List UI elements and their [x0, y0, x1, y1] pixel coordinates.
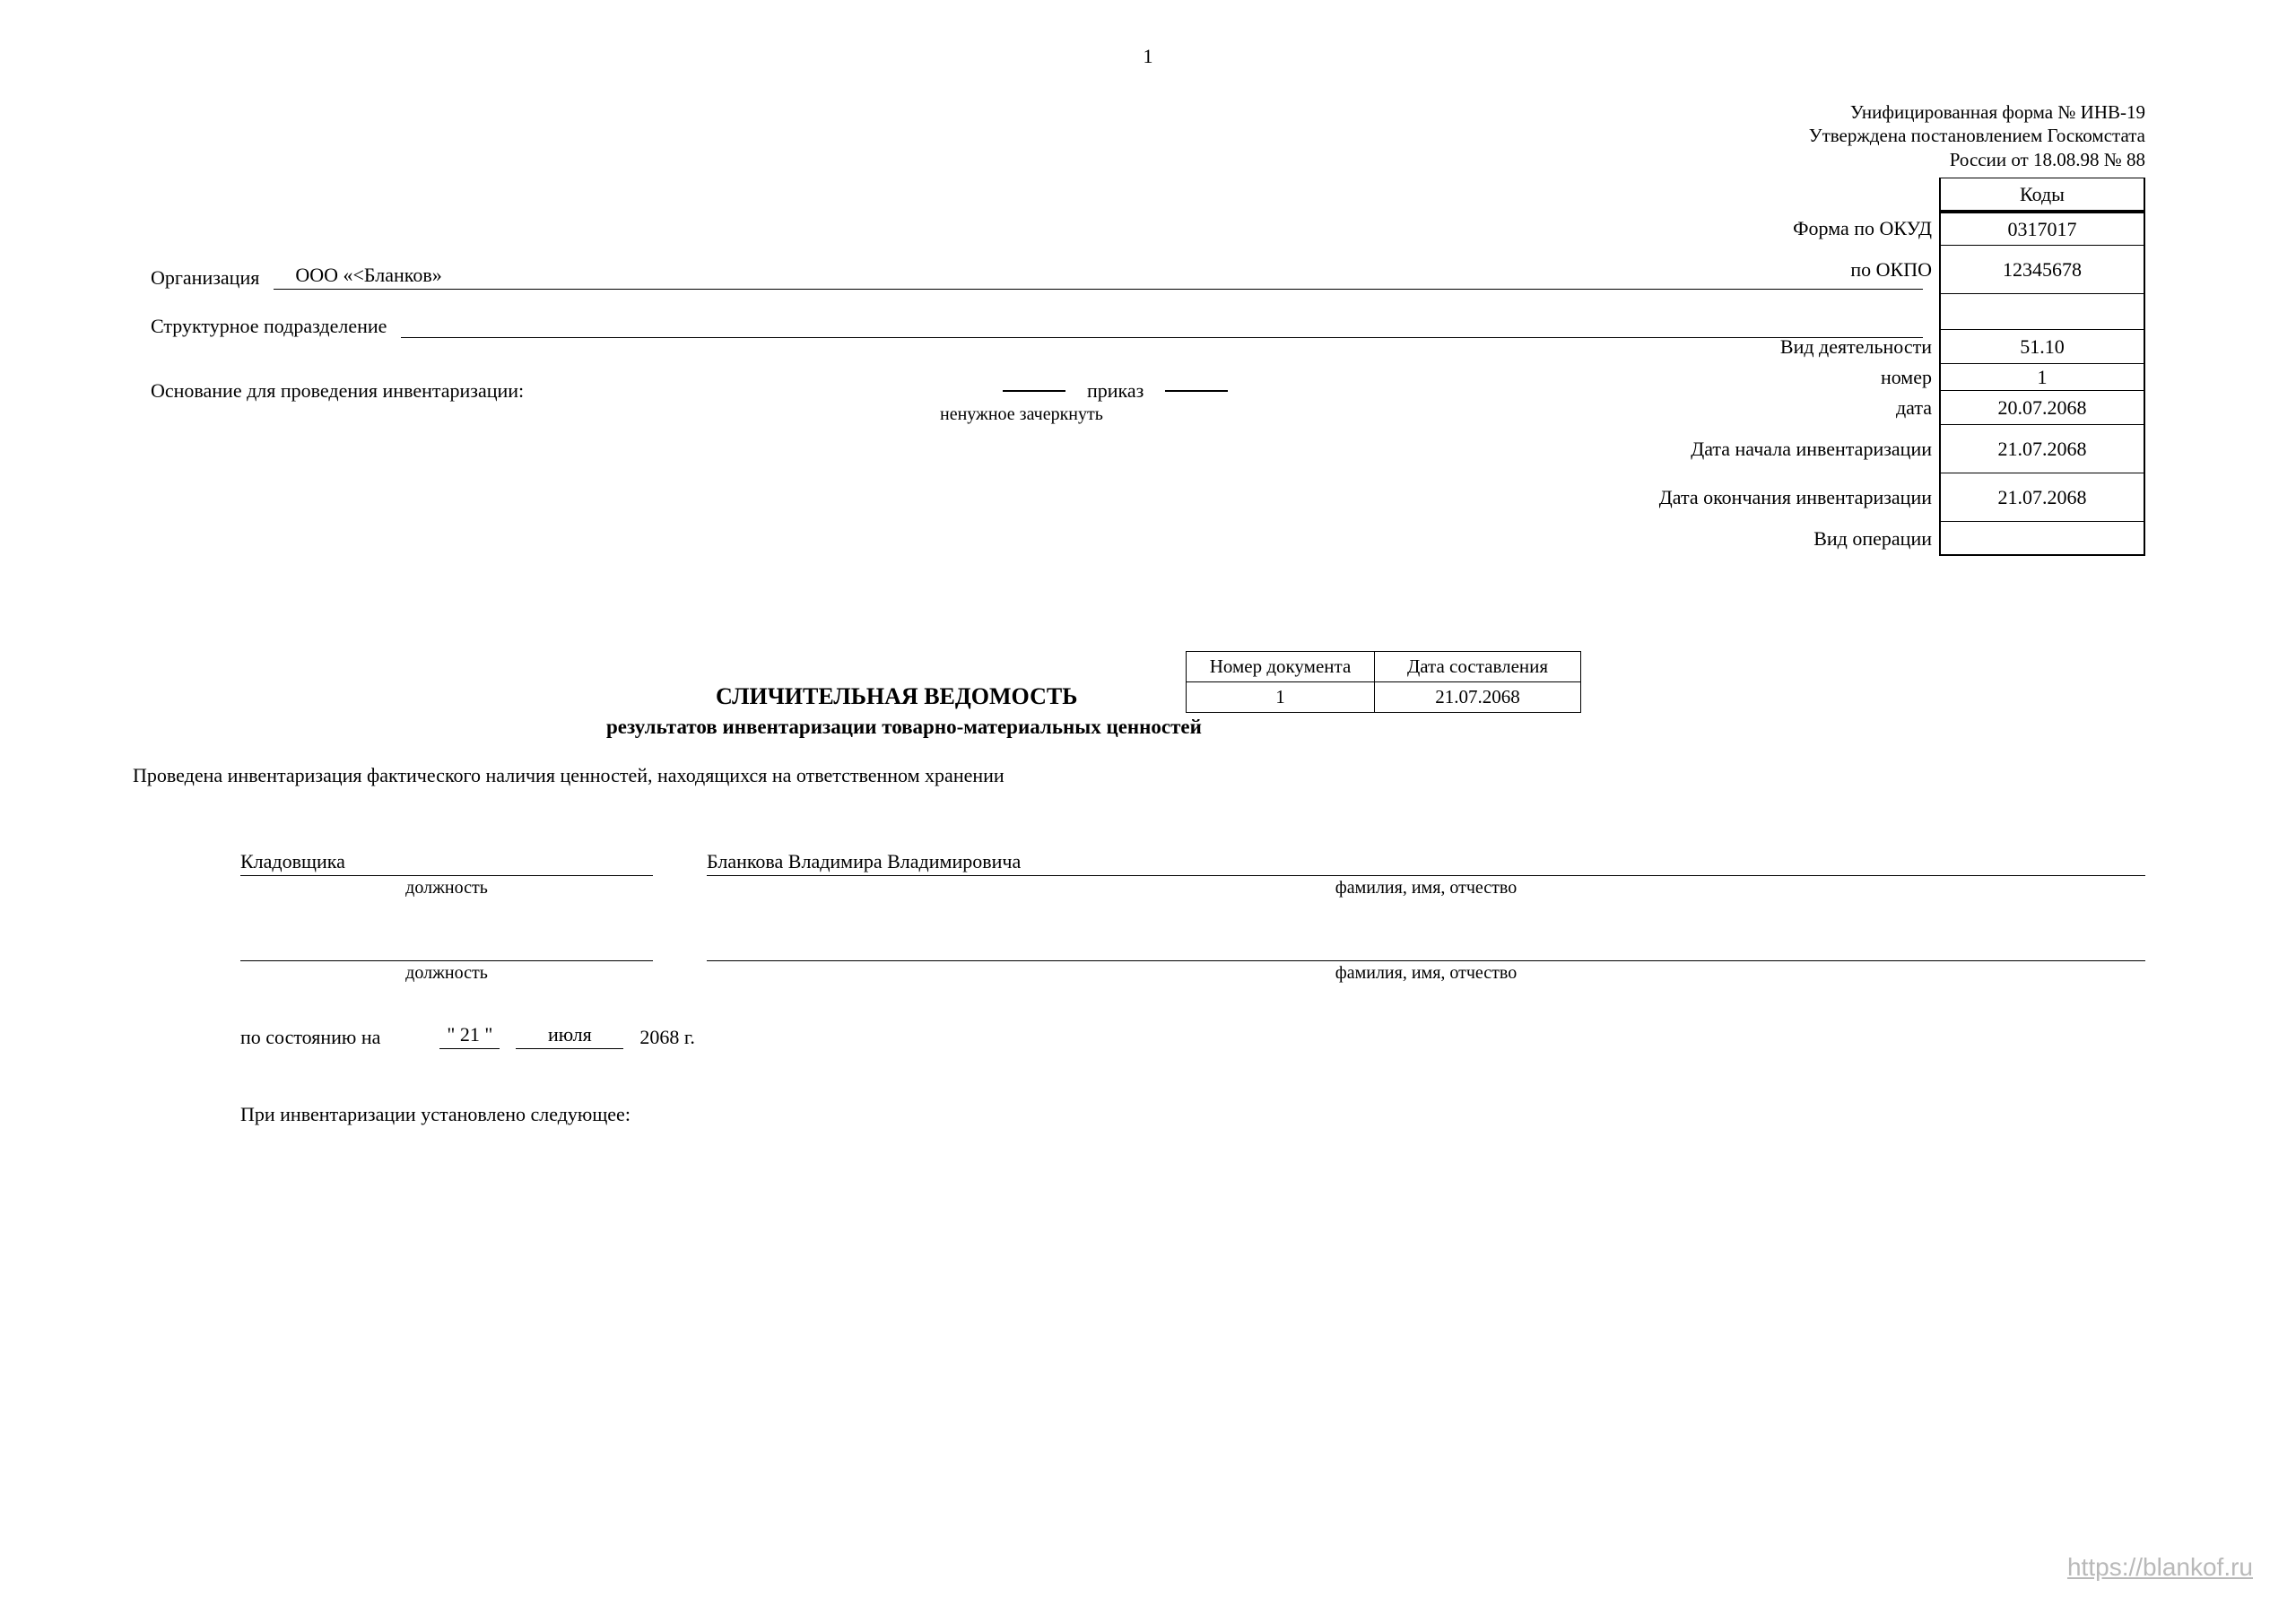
form-header: Унифицированная форма № ИНВ-19 Утвержден…: [1809, 100, 2145, 171]
ustanov-text: При инвентаризации установлено следующее…: [240, 1103, 2145, 1126]
resp-row-2: [240, 938, 2145, 961]
page-number: 1: [151, 45, 2145, 68]
org-label: Организация: [151, 266, 274, 290]
org-field: Организация ООО «<Бланков»: [151, 264, 1923, 290]
struct-field: Структурное подразделение: [151, 315, 1923, 338]
doc-number-table: Номер документа Дата составления 1 21.07…: [1186, 651, 1581, 713]
okud-value: 0317017: [1939, 212, 2145, 246]
resp-sub-1: должность фамилия, имя, отчество: [240, 878, 2145, 898]
prikaz-text: приказ: [1087, 379, 1144, 403]
osn-label: Основание для проведения инвентаризации:: [151, 379, 524, 403]
resp-row-1: Кладовщика Бланкова Владимира Владимиров…: [240, 850, 2145, 876]
resp-name-2: [707, 938, 2145, 961]
resp-sub-name: фамилия, имя, отчество: [707, 963, 2145, 984]
doc-lead-text: Проведена инвентаризация фактического на…: [133, 764, 1004, 787]
doc-num-value: 1: [1187, 682, 1375, 713]
resp-position-1: Кладовщика: [240, 850, 653, 876]
resp-position-2: [240, 938, 653, 961]
prikaz-block: приказ: [1003, 379, 1228, 403]
doc-date-header: Дата составления: [1375, 652, 1581, 682]
left-fields: Организация ООО «<Бланков» Структурное п…: [151, 264, 1923, 433]
nomer-value: 1: [1939, 364, 2145, 391]
struct-label: Структурное подразделение: [151, 315, 401, 338]
vid-oper-label: Вид операции: [1813, 522, 1939, 556]
vid-oper-value: [1939, 522, 2145, 556]
doc-title: СЛИЧИТЕЛЬНАЯ ВЕДОМОСТЬ: [716, 683, 1077, 710]
responsible-block: Кладовщика Бланкова Владимира Владимиров…: [240, 850, 2145, 1126]
watermark-link: https://blankof.ru: [2067, 1553, 2253, 1582]
osn-row: Основание для проведения инвентаризации:…: [151, 379, 1923, 433]
doc-subtitle: результатов инвентаризации товарно-матер…: [606, 716, 1202, 739]
codes-header: Коды: [1939, 178, 2145, 212]
end-date-value: 21.07.2068: [1939, 473, 2145, 522]
okud-label: Форма по ОКУД: [1793, 212, 1939, 246]
resp-sub-name: фамилия, имя, отчество: [707, 878, 2145, 898]
start-date-value: 21.07.2068: [1939, 425, 2145, 473]
end-date-label: Дата окончания инвентаризации: [1659, 473, 1939, 522]
codes-empty: [1939, 294, 2145, 330]
strike-right: [1165, 390, 1228, 392]
as-of-day: " 21 ": [439, 1023, 500, 1049]
resp-name-1: Бланкова Владимира Владимировича: [707, 850, 2145, 876]
as-of-year: 2068 г.: [639, 1026, 695, 1049]
doc-num-header: Номер документа: [1187, 652, 1375, 682]
po-sost-label: по состоянию на: [240, 1026, 380, 1049]
org-value: ООО «<Бланков»: [274, 264, 1923, 290]
struct-value: [401, 317, 1923, 338]
form-header-line: России от 18.08.98 № 88: [1809, 148, 2145, 171]
as-of-month: июля: [516, 1023, 623, 1049]
strike-left: [1003, 390, 1065, 392]
nenuzh-hint: ненужное зачеркнуть: [940, 404, 1103, 425]
form-header-line: Утверждена постановлением Госкомстата: [1809, 124, 2145, 147]
data-value: 20.07.2068: [1939, 391, 2145, 425]
doc-date-value: 21.07.2068: [1375, 682, 1581, 713]
resp-sub-2: должность фамилия, имя, отчество: [240, 963, 2145, 984]
as-of-date: по состоянию на " 21 " июля 2068 г.: [240, 1023, 2145, 1049]
resp-sub-pos: должность: [240, 878, 653, 898]
form-header-line: Унифицированная форма № ИНВ-19: [1809, 100, 2145, 124]
resp-sub-pos: должность: [240, 963, 653, 984]
okpo-value: 12345678: [1939, 246, 2145, 294]
vid-deyat-value: 51.10: [1939, 330, 2145, 364]
